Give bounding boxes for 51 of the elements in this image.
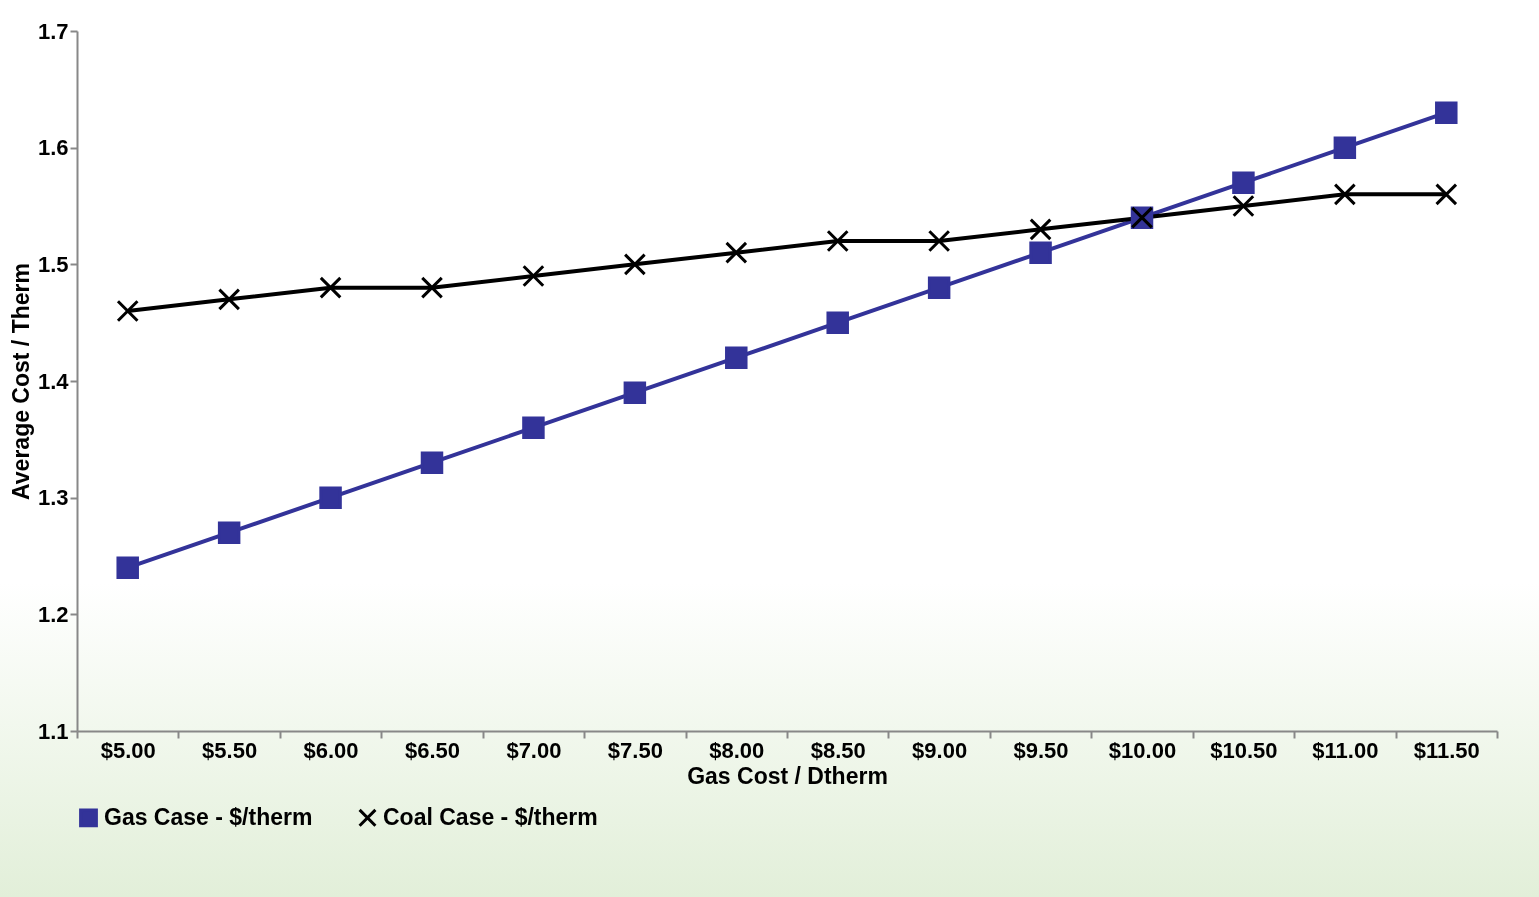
x-tick-label: $8.50	[810, 737, 866, 763]
point	[217, 288, 241, 311]
x-tick-label: $6.00	[303, 737, 359, 763]
point	[1435, 101, 1458, 124]
point	[927, 276, 951, 299]
point	[725, 346, 748, 369]
y-tick-label: 1.5	[37, 251, 69, 277]
x-tick-label: $9.00	[912, 737, 968, 763]
x-tick-label: $5.50	[202, 737, 258, 763]
point	[826, 229, 849, 253]
x-tick-label: $10.50	[1210, 737, 1278, 763]
point	[1232, 171, 1255, 194]
point	[319, 486, 342, 509]
point	[1029, 218, 1052, 241]
y-axis-title: Average Cost / Therm	[7, 263, 34, 500]
x-tick-label: $8.00	[709, 737, 765, 763]
point	[1029, 241, 1052, 264]
y-tick-label: 1.4	[37, 368, 70, 394]
point	[116, 556, 139, 579]
legend-label: Gas Case - $/therm	[104, 803, 313, 830]
point	[522, 264, 545, 288]
point	[725, 241, 748, 264]
point	[319, 276, 342, 299]
point	[420, 451, 444, 474]
y-tick-label: 1.6	[37, 135, 69, 161]
point	[1232, 194, 1255, 218]
point	[826, 311, 849, 334]
x-tick-label: $9.50	[1013, 737, 1069, 763]
y-tick-label: 1.2	[37, 601, 69, 627]
x-axis-title: Gas Cost / Dtherm	[687, 762, 888, 789]
point	[623, 253, 647, 276]
point	[1333, 136, 1357, 159]
point	[116, 299, 139, 323]
legend-label: Coal Case - $/therm	[383, 803, 598, 830]
x-tick-label: $6.50	[404, 737, 461, 763]
point	[420, 276, 444, 299]
y-tick-label: 1.7	[37, 18, 69, 44]
x-tick-label: $7.50	[607, 737, 663, 763]
y-tick-label: 1.1	[37, 718, 69, 744]
x-tick-label: $10.00	[1108, 737, 1177, 763]
point	[217, 521, 241, 544]
x-tick-label: $11.00	[1312, 737, 1379, 763]
y-tick-label: 1.3	[37, 485, 69, 511]
point	[623, 381, 647, 404]
point	[1435, 183, 1458, 206]
point	[1333, 183, 1357, 206]
point	[522, 416, 545, 439]
x-tick-label: $11.50	[1413, 737, 1480, 763]
point	[927, 229, 951, 253]
x-tick-label: $5.00	[100, 737, 156, 763]
x-tick-label: $7.00	[506, 737, 562, 763]
